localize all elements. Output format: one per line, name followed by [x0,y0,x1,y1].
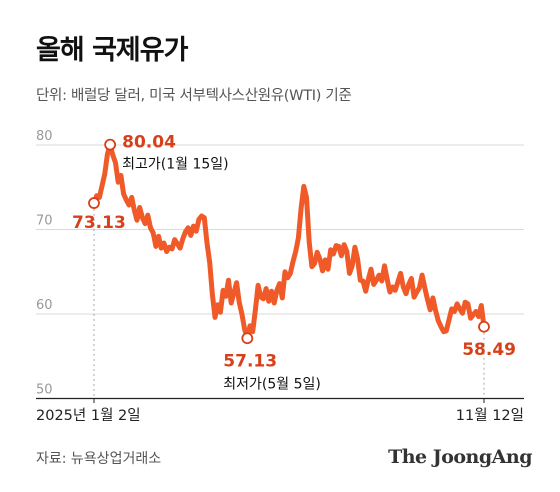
y-tick-label: 80 [36,129,53,144]
min-value-label: 57.13 [223,351,277,371]
end-value-label: 58.49 [462,340,516,360]
x-tick-label: 2025년 1월 2일 [36,407,141,424]
max-point-marker [104,138,117,151]
start-point-marker [88,197,100,209]
chart-title: 올해 국제유가 [36,35,188,66]
source-note: 자료: 뉴욕상업거래소 [36,451,162,467]
min-point-marker [241,332,254,345]
brand-logo: The JoongAng [388,446,532,468]
max-note-label: 최고가(1월 15일) [122,157,229,173]
y-tick-label: 70 [36,214,53,229]
x-tick-label: 11월 12일 [456,407,524,424]
chart-subtitle: 단위: 배럴당 달러, 미국 서부텍사스산원유(WTI) 기준 [36,88,352,104]
y-tick-label: 50 [36,383,53,398]
min-note-label: 최저가(5월 5일) [223,376,321,392]
end-point-marker [478,320,490,333]
max-value-label: 80.04 [122,133,176,153]
y-tick-label: 60 [36,298,53,313]
wti-price-line [91,142,487,341]
start-value-label: 73.13 [72,213,126,233]
oil-price-line-chart: 80 70 60 50 73.13 80.04 최고가(1월 15일) 57.13 최저가(5월… [36,129,524,424]
